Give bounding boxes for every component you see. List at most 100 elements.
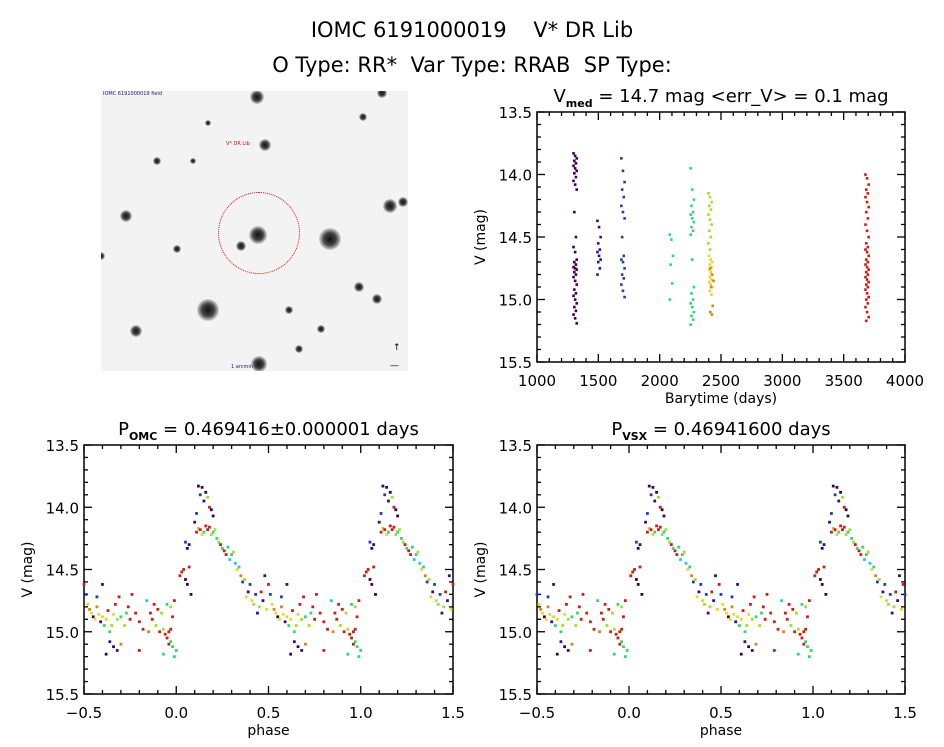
data-point (340, 607, 344, 611)
data-point (763, 617, 767, 621)
data-point (292, 630, 296, 634)
x-tick-label: 1000 (518, 372, 556, 390)
data-point (585, 611, 589, 615)
data-point (605, 624, 609, 627)
data-point (842, 525, 846, 529)
data-point (230, 553, 233, 556)
data-point (235, 568, 239, 571)
data-point (326, 627, 329, 631)
star (295, 345, 303, 353)
data-point (622, 195, 626, 199)
data-point (837, 499, 841, 503)
data-point (658, 505, 662, 509)
data-point (668, 540, 671, 544)
data-point (709, 267, 712, 270)
data-point (691, 210, 695, 214)
data-point (196, 484, 200, 488)
timeseries-points (572, 152, 870, 326)
data-point (280, 595, 283, 599)
data-point (449, 607, 453, 611)
data-point (270, 602, 274, 606)
data-point (689, 213, 692, 216)
data-point (818, 540, 822, 544)
data-point (173, 599, 176, 603)
data-point (220, 546, 224, 550)
data-point (883, 583, 887, 586)
y-tick-label: 13.5 (46, 437, 79, 455)
data-point (852, 540, 855, 544)
data-point (574, 273, 578, 276)
data-point (588, 649, 592, 652)
data-point (147, 630, 150, 634)
title-symbol: P (118, 419, 129, 440)
data-point (846, 514, 850, 518)
star (259, 139, 271, 151)
data-point (745, 624, 749, 627)
data-point (414, 553, 418, 556)
data-point (691, 229, 695, 233)
data-point (381, 527, 385, 530)
data-point (128, 617, 132, 621)
data-point (86, 602, 90, 606)
data-point (736, 615, 739, 619)
data-point (806, 615, 809, 619)
data-point (187, 565, 191, 569)
data-point (217, 540, 221, 544)
data-point (204, 490, 208, 494)
data-point (158, 630, 162, 634)
star (354, 282, 364, 292)
data-point (679, 558, 682, 561)
data-point (254, 593, 257, 596)
data-point (660, 533, 664, 537)
data-point (574, 309, 578, 313)
data-point (646, 512, 649, 515)
sky-scale-label: 1 arcmin (231, 364, 253, 370)
data-point (200, 485, 204, 489)
data-point (850, 536, 854, 540)
star (250, 91, 264, 104)
data-point (346, 627, 350, 631)
data-point (291, 609, 294, 612)
data-point (820, 546, 824, 550)
data-point (864, 210, 868, 214)
data-point (252, 602, 256, 606)
data-point (289, 617, 293, 621)
data-point (612, 652, 616, 656)
data-point (609, 630, 612, 634)
timeseries-title: Vmed = 14.7 mag <err_V> = 0.1 mag (537, 86, 905, 110)
data-point (709, 208, 713, 211)
data-point (831, 527, 835, 530)
y-axis-label: V (mag) (473, 541, 489, 597)
data-point (268, 593, 272, 596)
data-point (597, 254, 601, 258)
data-point (709, 270, 712, 274)
data-point (573, 288, 576, 291)
data-point (388, 490, 392, 494)
data-point (130, 593, 134, 596)
data-point (598, 630, 601, 634)
data-point (392, 505, 396, 509)
data-point (348, 632, 352, 636)
data-point (813, 574, 817, 578)
y-tick-label: 13.5 (499, 104, 532, 122)
data-point (442, 605, 446, 609)
data-point (110, 624, 114, 627)
data-point (864, 288, 867, 291)
data-point (539, 607, 543, 611)
data-point (866, 550, 870, 554)
data-point (671, 254, 675, 258)
data-point (559, 630, 563, 634)
data-point (620, 235, 624, 239)
data-point (422, 565, 425, 569)
data-point (169, 605, 173, 609)
data-point (187, 543, 191, 546)
data-point (809, 649, 813, 652)
data-point (750, 649, 754, 652)
data-point (557, 609, 561, 612)
data-point (669, 263, 672, 266)
data-point (355, 615, 359, 619)
data-point (195, 512, 198, 515)
data-point (108, 640, 112, 644)
star (359, 113, 367, 121)
data-point (620, 627, 624, 631)
